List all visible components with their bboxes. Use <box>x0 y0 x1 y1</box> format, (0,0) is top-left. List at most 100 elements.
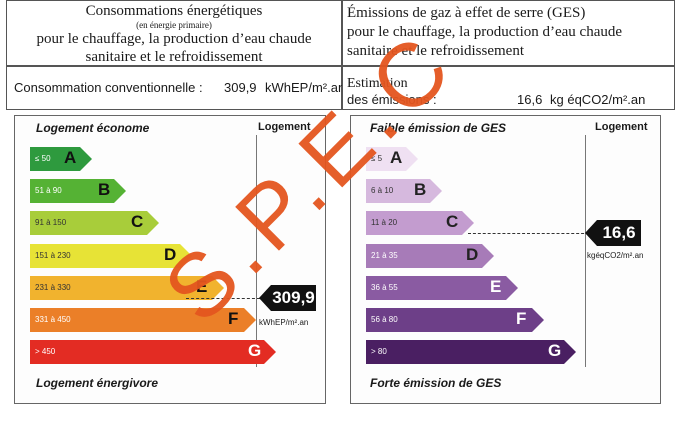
energy-bar-tip <box>80 147 92 171</box>
ges-bar-range: > 80 <box>371 347 387 357</box>
energy-bar-tip <box>180 243 192 268</box>
energy-bar-range: 151 à 230 <box>35 250 71 260</box>
ges-row-value: 16,6 <box>517 92 543 107</box>
energy-bar-e: 231 à 330 E <box>30 275 224 300</box>
ges-bar-tip <box>564 340 576 365</box>
energy-header-box <box>6 0 342 66</box>
energy-row-value: 309,9 <box>224 80 257 95</box>
ges-bar-letter: A <box>390 148 403 167</box>
energy-title-line2: pour le chauffage, la production d’eau c… <box>36 31 312 47</box>
ges-bar-letter: E <box>490 276 502 296</box>
ges-marker-unit: kgéqCO2/m².an <box>587 251 644 260</box>
ges-bar-g: > 80 G <box>366 340 576 365</box>
energy-bottom-label: Logement énergivore <box>36 376 159 390</box>
energy-bar-fill <box>30 275 212 300</box>
ges-bar-f: 56 à 80 F <box>366 308 544 332</box>
ges-bar-tip <box>506 275 518 300</box>
energy-marker-value: 309,9 <box>272 288 315 307</box>
ges-marker-line <box>468 233 589 234</box>
ges-bar-letter: G <box>548 341 562 361</box>
ges-bar-range: 56 à 80 <box>371 315 398 324</box>
energy-bar-tip <box>212 275 224 300</box>
ges-row-box <box>342 66 675 110</box>
energy-marker-unit: kWhEP/m².an <box>259 318 309 327</box>
ges-bar-fill <box>366 243 482 268</box>
ges-header: Émissions de gaz à effet de serre (GES) … <box>347 4 667 61</box>
energy-bar-range: 51 à 90 <box>35 186 62 196</box>
energy-bar-fill <box>30 340 264 365</box>
energy-marker: 309,9 <box>259 285 316 311</box>
ges-bar-range: 11 à 20 <box>371 218 398 228</box>
ges-bar-d: 21 à 35 D <box>366 243 494 268</box>
ges-bar-fill <box>366 275 506 300</box>
energy-bar-letter: C <box>131 212 144 232</box>
energy-title: Consommations énergétiques <box>85 3 263 19</box>
ges-bar-fill <box>366 179 430 204</box>
ges-bar-b: 6 à 10 B <box>366 179 442 204</box>
ges-bar-tip <box>406 147 418 171</box>
ges-bar-range: 36 à 55 <box>371 282 398 292</box>
energy-row-label: Consommation conventionnelle : <box>14 80 203 95</box>
ges-divider <box>585 135 586 367</box>
energy-row-unit: kWhEP/m².an <box>265 80 346 95</box>
energy-bar-range: > 450 <box>35 347 56 357</box>
energy-divider <box>256 135 257 367</box>
energy-bar-fill <box>30 179 114 204</box>
energy-bar-range: ≤ 50 <box>35 154 51 163</box>
energy-bar-d: 151 à 230 D <box>30 243 192 268</box>
energy-bar-letter: G <box>248 341 262 361</box>
ges-row-label1: Estimation <box>347 76 408 91</box>
energy-subtitle: (en énergie primaire) <box>136 20 212 30</box>
energy-bar-fill <box>30 243 180 268</box>
energy-bar-b: 51 à 90 B <box>30 179 126 204</box>
ges-marker-value: 16,6 <box>602 223 636 242</box>
ges-top-label: Faible émission de GES <box>370 121 507 135</box>
ges-bar-e: 36 à 55 E <box>366 275 518 300</box>
ges-bar-range: ≤ 5 <box>371 154 383 163</box>
ges-bar-tip <box>430 179 442 204</box>
ges-marker-tip <box>585 220 597 246</box>
energy-row-box <box>6 66 342 110</box>
ges-bar-fill <box>366 308 532 332</box>
ges-bar-a: ≤ 5 A <box>366 147 418 171</box>
ges-bar-tip <box>482 243 494 268</box>
ges-bar-range: 6 à 10 <box>371 186 394 196</box>
energy-bar-letter: D <box>164 244 177 264</box>
energy-title-line3: sanitaire et le refroidissement <box>85 49 263 65</box>
energy-bar-letter: A <box>64 148 77 167</box>
ges-bar-tip <box>532 308 544 332</box>
energy-bar-fill <box>30 147 80 171</box>
ges-bar-letter: D <box>466 244 479 264</box>
ges-bar-range: 21 à 35 <box>371 250 398 260</box>
energy-bar-tip <box>264 340 276 365</box>
ges-marker: 16,6 <box>585 220 641 246</box>
ges-title-line1: Émissions de gaz à effet de serre (GES) <box>347 5 586 21</box>
energy-bar-fill <box>30 211 147 236</box>
ges-bottom-label: Forte émission de GES <box>370 376 502 390</box>
energy-bar-fill <box>30 308 244 332</box>
ges-row-unit: kg éqCO2/m².an <box>550 92 646 107</box>
ges-bar-c: 11 à 20 C <box>366 211 474 236</box>
energy-bar-letter: E <box>196 276 208 296</box>
ges-bar-fill <box>366 340 564 365</box>
energy-marker-tip <box>259 285 271 311</box>
ges-row-label2: des émissions : <box>347 92 437 107</box>
ges-col-label: Logement <box>595 121 648 133</box>
ges-bar-letter: B <box>414 180 427 200</box>
ges-bar-letter: C <box>446 212 459 232</box>
ges-bar-tip <box>462 211 474 236</box>
ges-bar-fill <box>366 147 406 171</box>
ges-bar-letter: F <box>516 309 527 328</box>
energy-marker-line <box>186 298 260 299</box>
energy-bar-tip <box>244 308 256 332</box>
energy-bar-tip <box>147 211 159 236</box>
energy-bar-range: 231 à 330 <box>35 282 71 292</box>
ges-header-box <box>342 0 675 66</box>
energy-col-label: Logement <box>258 121 311 133</box>
ges-bar-fill <box>366 211 462 236</box>
energy-bar-f: 331 à 450 F <box>30 308 256 332</box>
energy-bar-c: 91 à 150 C <box>30 211 159 236</box>
energy-bar-tip <box>114 179 126 204</box>
ges-title-line2: pour le chauffage, la production d’eau c… <box>347 24 623 40</box>
energy-bar-letter: F <box>228 309 239 328</box>
